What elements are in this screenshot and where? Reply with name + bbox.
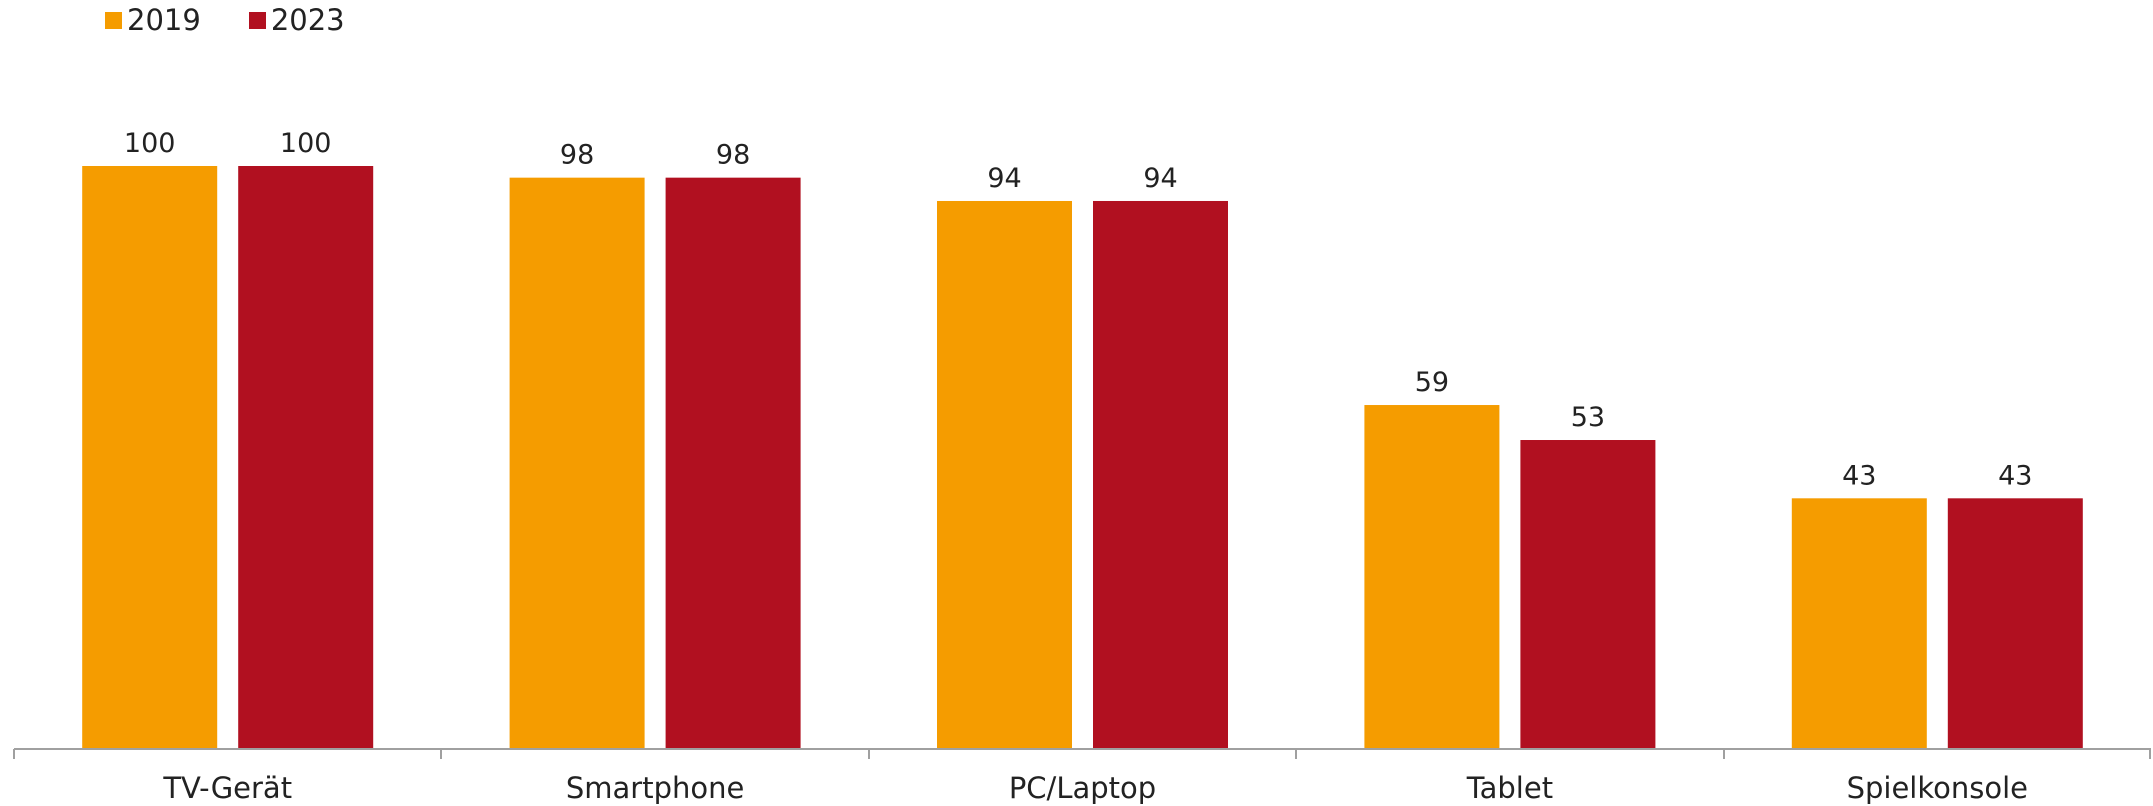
data-label-2019-1: 98 (560, 140, 594, 171)
bar-2023-3 (1520, 440, 1656, 749)
data-label-2023-1: 98 (716, 140, 750, 171)
legend: 2019 2023 (105, 2, 393, 38)
x-tick-label-1: Smartphone (566, 771, 744, 805)
legend-label-2023: 2023 (270, 3, 345, 37)
bar-2023-4 (1947, 498, 2083, 749)
bar-2019-4 (1791, 498, 1927, 749)
legend-swatch-2023 (248, 11, 266, 29)
bar-2019-3 (1364, 405, 1500, 749)
data-label-2023-3: 53 (1571, 402, 1605, 433)
x-tick-label-2: PC/Laptop (1009, 771, 1156, 805)
data-label-2019-0: 100 (124, 128, 176, 159)
data-label-2023-4: 43 (1998, 460, 2032, 491)
data-label-2023-2: 94 (1143, 163, 1177, 194)
x-tick-label-3: Tablet (1466, 771, 1553, 805)
x-tick-label-4: Spielkonsole (1847, 771, 2028, 805)
bar-2019-1 (509, 177, 645, 749)
bar-2023-0 (238, 166, 374, 749)
legend-label-2019: 2019 (127, 3, 201, 37)
bar-2023-1 (665, 177, 801, 749)
data-label-2019-4: 43 (1842, 460, 1876, 491)
bar-2023-2 (1093, 200, 1228, 750)
legend-item-2019: 2019 (105, 3, 201, 37)
data-label-2023-0: 100 (280, 128, 332, 159)
bar-2019-2 (937, 200, 1072, 750)
data-label-2019-3: 59 (1415, 367, 1449, 398)
legend-swatch-2019 (105, 11, 122, 29)
legend-item-2023: 2023 (248, 3, 345, 37)
x-tick-label-0: TV-Gerät (162, 771, 292, 805)
bar-2019-0 (82, 166, 218, 749)
data-label-2019-2: 94 (987, 163, 1021, 194)
